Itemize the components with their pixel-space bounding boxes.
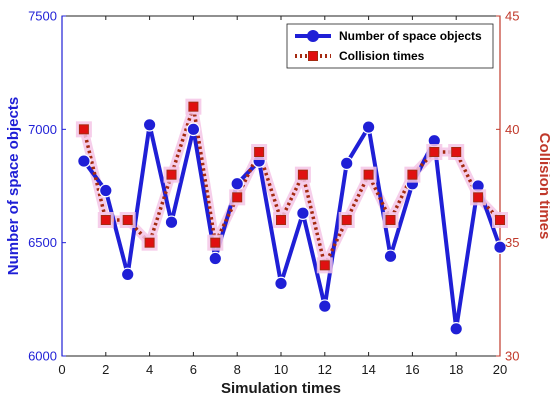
- x-axis-title: Simulation times: [221, 380, 341, 397]
- left-tick-label: 6500: [28, 235, 57, 250]
- space-objects-point: [99, 183, 113, 198]
- left-tick-label: 6000: [28, 349, 57, 364]
- collision-times-point: [363, 169, 374, 180]
- left-tick-label: 7500: [28, 9, 57, 24]
- legend-swatch-square-marker: [308, 51, 318, 61]
- space-objects-point: [383, 249, 398, 264]
- x-tick-label: 18: [449, 362, 463, 377]
- legend-label-space-objects: Number of space objects: [339, 29, 482, 43]
- x-tick-label: 20: [493, 362, 507, 377]
- left-tick-label: 7000: [28, 122, 57, 137]
- x-tick-label: 14: [361, 362, 375, 377]
- collision-times-point: [166, 169, 177, 180]
- x-tick-label: 16: [405, 362, 419, 377]
- right-tick-label: 45: [505, 9, 519, 24]
- right-tick-label: 40: [505, 122, 519, 137]
- collision-times-point: [254, 147, 265, 157]
- legend: Number of space objects Collision times: [286, 23, 494, 69]
- collision-times-point: [188, 101, 199, 112]
- tick-labels: 0 2 4 6 8 10 12 14 16 18 20 6000 6500 7000 7500 30 35 40 4…: [28, 9, 519, 378]
- collision-times-point: [451, 147, 462, 157]
- space-objects-point: [186, 122, 201, 137]
- x-tick-label: 2: [102, 362, 109, 377]
- series-layer: [75, 98, 508, 336]
- x-tick-label: 0: [58, 362, 65, 377]
- space-objects-point: [208, 251, 223, 266]
- x-tick-label: 12: [318, 362, 332, 377]
- space-objects-point: [449, 321, 463, 336]
- space-objects-point: [77, 154, 91, 168]
- collision-times-point: [122, 215, 133, 225]
- x-tick-label: 10: [274, 362, 288, 377]
- right-tick-label: 30: [505, 349, 519, 364]
- collision-times-point: [100, 215, 111, 225]
- space-objects-point: [142, 118, 157, 132]
- tick-marks: [61, 15, 501, 357]
- collision-times-point: [319, 260, 330, 271]
- collision-times-point: [495, 215, 505, 225]
- collision-times-point: [210, 237, 221, 248]
- space-objects-point: [493, 240, 507, 254]
- space-objects-point: [339, 156, 354, 171]
- x-tick-label: 6: [190, 362, 197, 377]
- legend-swatch-circle-marker: [307, 30, 319, 42]
- space-objects-point: [317, 299, 332, 313]
- legend-box: [286, 23, 494, 69]
- x-tick-label: 4: [146, 362, 153, 377]
- space-objects-point: [164, 215, 179, 230]
- space-objects-point: [361, 120, 376, 134]
- collision-times-point: [407, 169, 418, 180]
- collision-times-point: [385, 215, 396, 225]
- space-objects-point: [230, 176, 244, 191]
- x-tick-label: 8: [234, 362, 241, 377]
- collision-times-point: [144, 237, 155, 248]
- collision-times-point: [276, 215, 286, 225]
- space-objects-point: [120, 267, 135, 282]
- collision-times-point: [78, 124, 89, 135]
- collision-times-point: [341, 215, 352, 225]
- collision-times-point: [232, 192, 243, 203]
- right-tick-label: 35: [505, 235, 519, 250]
- space-objects-point: [274, 276, 288, 291]
- left-axis-title: Number of space objects: [5, 97, 22, 275]
- legend-label-collision-times: Collision times: [339, 49, 425, 63]
- collision-times-point: [429, 147, 440, 157]
- collision-times-point: [473, 192, 484, 203]
- collision-times-point: [297, 169, 308, 180]
- space-objects-point: [296, 206, 310, 220]
- right-axis-title: Collision times: [536, 133, 550, 240]
